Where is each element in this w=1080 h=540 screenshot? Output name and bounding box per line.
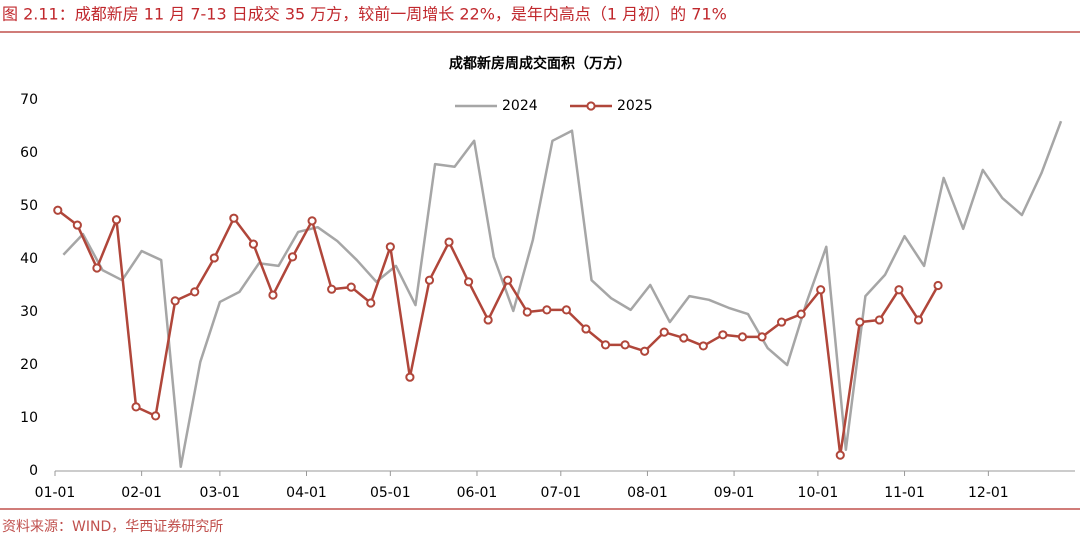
- x-tick-label: 10-01: [798, 485, 839, 501]
- legend-label: 2024: [502, 98, 538, 114]
- header-title: 图 2.11：成都新房 11 月 7-13 日成交 35 万方，较前一周增长 2…: [2, 5, 727, 24]
- y-tick-label: 40: [20, 251, 38, 267]
- y-tick-label: 70: [20, 92, 38, 108]
- x-tick-label: 11-01: [884, 485, 925, 501]
- data-point: [718, 330, 728, 340]
- data-point: [346, 282, 356, 292]
- data-point: [776, 317, 787, 327]
- x-tick-label: 07-01: [540, 485, 581, 501]
- legend-label: 2025: [617, 98, 653, 114]
- data-point: [131, 402, 141, 412]
- data-point: [933, 280, 943, 291]
- x-tick-label: 02-01: [121, 485, 162, 501]
- x-tick-label: 03-01: [200, 485, 241, 501]
- legend-marker: [586, 101, 596, 111]
- data-point: [170, 296, 180, 306]
- data-point: [737, 332, 748, 342]
- data-point: [248, 239, 259, 249]
- y-tick-label: 10: [20, 410, 38, 426]
- data-point: [855, 317, 865, 327]
- data-point: [640, 346, 650, 356]
- data-point: [463, 277, 474, 287]
- y-tick-label: 60: [20, 145, 38, 161]
- data-point: [229, 213, 239, 223]
- x-tick-label: 08-01: [627, 485, 668, 501]
- data-point: [287, 252, 298, 262]
- x-tick-label: 01-01: [35, 485, 76, 501]
- data-point: [444, 237, 454, 247]
- data-point: [796, 309, 806, 319]
- data-point: [874, 315, 884, 325]
- data-point: [679, 333, 689, 343]
- y-tick-label: 50: [20, 198, 38, 214]
- y-tick-label: 30: [20, 304, 38, 320]
- data-point: [835, 450, 845, 460]
- data-point: [53, 205, 63, 215]
- data-point: [209, 253, 219, 263]
- data-point: [503, 275, 513, 285]
- data-point: [366, 298, 376, 308]
- y-tick-label: 20: [20, 357, 38, 373]
- source-note: 资料来源：WIND，华西证券研究所: [2, 519, 223, 535]
- data-point: [483, 315, 493, 325]
- x-tick-label: 12-01: [968, 485, 1009, 501]
- data-point: [405, 372, 415, 382]
- chart-title: 成都新房周成交面积（万方）: [449, 55, 631, 72]
- data-point: [600, 340, 611, 350]
- x-tick-label: 09-01: [714, 485, 755, 501]
- data-point: [542, 305, 552, 315]
- data-point: [111, 215, 122, 225]
- data-point: [268, 290, 278, 300]
- x-tick-label: 06-01: [457, 485, 498, 501]
- data-point: [894, 285, 904, 295]
- data-point: [424, 275, 435, 285]
- data-point: [698, 341, 708, 351]
- series-line: [62, 120, 1063, 469]
- data-point: [307, 216, 317, 226]
- data-point: [816, 285, 826, 295]
- data-point: [72, 220, 82, 230]
- series-line: [57, 209, 940, 457]
- data-point: [190, 287, 200, 297]
- data-point: [620, 340, 630, 350]
- data-point: [92, 263, 102, 273]
- data-point: [757, 332, 767, 342]
- data-point: [913, 315, 924, 325]
- x-tick-label: 05-01: [370, 485, 411, 501]
- data-point: [581, 324, 591, 334]
- data-point: [327, 284, 337, 294]
- data-point: [522, 307, 532, 317]
- data-point: [151, 411, 161, 421]
- data-point: [561, 305, 571, 315]
- data-point: [385, 242, 395, 252]
- data-point: [659, 327, 669, 337]
- x-tick-label: 04-01: [286, 485, 327, 501]
- y-tick-label: 0: [29, 463, 38, 479]
